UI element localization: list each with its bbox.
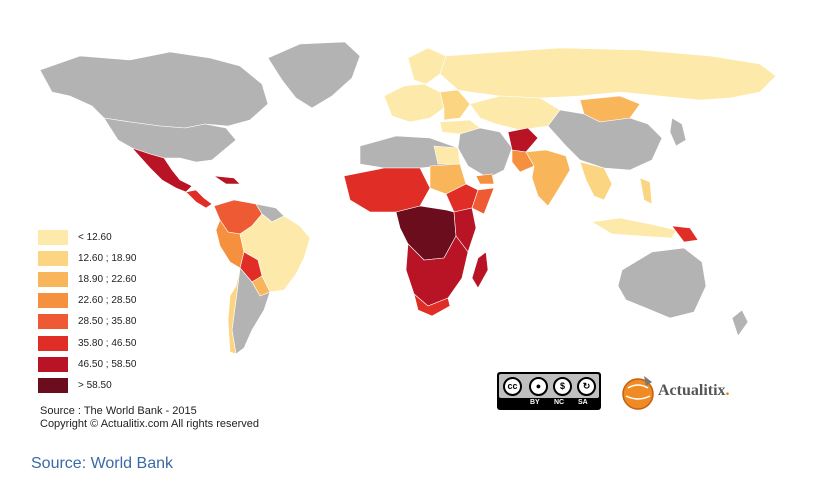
region-china [547, 109, 663, 171]
legend-label: 12.60 ; 18.90 [78, 252, 137, 264]
legend-swatch [38, 293, 68, 309]
cc-by-label: BY [530, 399, 540, 406]
actualitix-wordmark: Actualitix. [658, 382, 730, 400]
legend-swatch [38, 250, 68, 266]
region-mexico [131, 147, 193, 193]
world-map [39, 41, 777, 355]
region-russia [439, 47, 777, 101]
actualitix-logo[interactable]: Actualitix. [618, 372, 768, 412]
sharealike-icon: ↻ [577, 377, 596, 396]
region-somalia [471, 187, 495, 215]
region-egypt [433, 145, 461, 165]
legend-swatch [38, 314, 68, 330]
region-caribbean [213, 175, 241, 185]
map-copyright-line: Copyright © Actualitix.com All rights re… [40, 418, 260, 430]
cc-sa-label: SA [578, 399, 588, 406]
actualitix-dot: . [725, 382, 730, 399]
region-japan [669, 117, 687, 147]
noncommercial-icon: $ [553, 377, 572, 396]
region-philippines [639, 177, 653, 205]
region-east-africa [453, 207, 477, 253]
region-madagascar [471, 251, 489, 289]
region-papua-new-guinea [671, 225, 699, 243]
region-yemen [475, 173, 495, 185]
cc-icon: cc [503, 377, 522, 396]
region-southern-africa [405, 235, 469, 307]
globe-icon [622, 376, 654, 410]
attribution-icon: ● [529, 377, 548, 396]
legend-item: 28.50 ; 35.80 [38, 313, 136, 331]
legend-label: > 58.50 [78, 379, 112, 391]
region-greenland [267, 41, 361, 109]
legend-label: 22.60 ; 28.50 [78, 295, 137, 307]
legend-label: 35.80 ; 46.50 [78, 337, 137, 349]
legend-item: < 12.60 [38, 228, 112, 246]
region-chile [227, 267, 241, 355]
choropleth-map [39, 41, 777, 355]
legend-item: 46.50 ; 58.50 [38, 355, 136, 373]
region-eastern-europe [439, 89, 471, 121]
legend-swatch [38, 271, 68, 287]
legend-swatch [38, 356, 68, 372]
region-india [525, 149, 571, 207]
legend-swatch [38, 377, 68, 393]
legend-label: < 12.60 [78, 231, 112, 243]
legend-swatch [38, 229, 68, 245]
legend-item: 35.80 ; 46.50 [38, 334, 136, 352]
region-south-africa [413, 293, 451, 317]
page-source-text: Source: World Bank [31, 455, 173, 472]
region-new-zealand [731, 309, 749, 337]
cc-nc-label: NC [554, 399, 565, 406]
map-source-caption: Source : The World Bank - 2015 Copyright… [40, 405, 259, 431]
cc-icon-strip: cc ● $ ↻ [499, 374, 599, 398]
region-pakistan [511, 149, 535, 173]
legend-item: 22.60 ; 28.50 [38, 292, 136, 310]
region-central-asia [469, 95, 561, 131]
legend-label: 28.50 ; 35.80 [78, 316, 137, 328]
legend-label: 46.50 ; 58.50 [78, 358, 137, 370]
region-canada [39, 51, 269, 129]
region-australia [617, 247, 707, 319]
region-indonesia [591, 217, 677, 239]
actualitix-name: Actualitix [658, 382, 726, 399]
region-afghanistan [507, 127, 539, 153]
legend-item: 12.60 ; 18.90 [38, 249, 136, 267]
map-source-line: Source : The World Bank - 2015 [40, 405, 197, 417]
region-central-america [185, 189, 213, 209]
region-scandinavia [407, 47, 447, 85]
region-western-europe [383, 83, 445, 123]
region-southeast-asia [579, 161, 613, 201]
legend-swatch [38, 335, 68, 351]
legend-item: > 58.50 [38, 376, 112, 394]
region-west-africa [343, 167, 431, 213]
creative-commons-badge[interactable]: cc ● $ ↻ BY NC SA [497, 372, 601, 410]
legend-label: 18.90 ; 22.60 [78, 273, 137, 285]
legend-item: 18.90 ; 22.60 [38, 270, 136, 288]
region-middle-east [457, 127, 513, 179]
